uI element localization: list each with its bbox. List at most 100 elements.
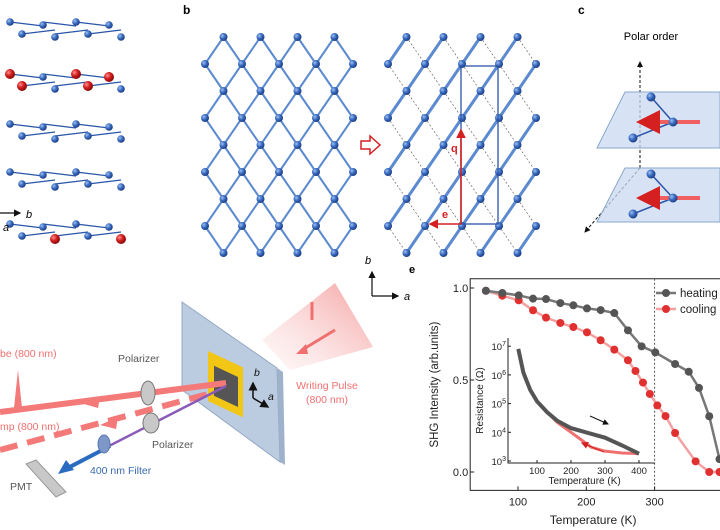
atom: [349, 114, 357, 122]
axis-label-a: a: [3, 222, 9, 234]
atom: [402, 249, 411, 257]
data-point-cooling: [638, 378, 647, 387]
axis-label-b: b: [254, 367, 260, 379]
inset-x-axis-label: Temperature (K): [548, 476, 620, 487]
data-point-heating: [671, 359, 680, 368]
atom: [349, 60, 357, 68]
bond: [423, 198, 445, 227]
atom: [50, 234, 60, 244]
bond: [461, 225, 481, 254]
atom: [384, 114, 392, 122]
data-point-heating: [715, 455, 720, 464]
bond: [278, 171, 299, 200]
bond: [315, 171, 336, 200]
bond: [461, 117, 481, 146]
panel-letter-b: b: [183, 3, 190, 17]
atom: [458, 114, 466, 122]
bond: [222, 225, 243, 254]
data-point-heating: [542, 295, 551, 304]
bond: [204, 63, 225, 92]
atom: [51, 85, 59, 93]
atom: [439, 249, 448, 257]
bond: [405, 171, 427, 200]
atom: [495, 114, 503, 122]
inset-x-tick-label: 100: [529, 466, 545, 477]
bond: [424, 225, 444, 254]
bond: [296, 198, 317, 227]
bond: [222, 36, 243, 65]
atom: [330, 33, 339, 41]
bond: [9, 21, 44, 27]
bond: [54, 179, 89, 185]
bond: [222, 171, 243, 200]
atom: [84, 132, 92, 140]
data-point-heating: [569, 301, 578, 310]
bond: [315, 90, 336, 119]
inset-y-tick-label: 103: [492, 456, 507, 468]
atom: [532, 168, 540, 176]
atom: [293, 33, 302, 41]
atom: [402, 87, 411, 95]
data-point-heating: [684, 367, 693, 376]
atom: [275, 60, 283, 68]
bond: [42, 21, 77, 27]
bond: [315, 144, 336, 173]
bond: [387, 63, 407, 92]
bond: [386, 144, 408, 173]
atom: [105, 21, 113, 29]
inset-frame: [507, 338, 655, 464]
vector-q-label: q: [451, 143, 458, 155]
bond: [498, 117, 518, 146]
data-point-heating: [637, 342, 646, 351]
legend-marker-cooling: [662, 305, 670, 313]
x-tick-label: 100: [509, 496, 527, 508]
bond: [479, 63, 501, 92]
atom: [275, 168, 283, 176]
bond: [423, 36, 445, 65]
bond: [442, 63, 464, 92]
atom: [384, 222, 392, 230]
atom: [458, 60, 466, 68]
atom: [72, 18, 80, 26]
atom: [495, 60, 503, 68]
y-tick-label: 0.5: [453, 375, 468, 387]
atom: [51, 33, 59, 41]
data-point-heating: [651, 348, 660, 357]
bond: [442, 171, 464, 200]
filter-label: 400 nm Filter: [90, 465, 152, 477]
polarizer-2-icon: [142, 412, 160, 434]
atom: [476, 249, 485, 257]
atom: [275, 222, 283, 230]
bond: [443, 144, 463, 173]
data-point-cooling: [569, 323, 578, 332]
bond: [204, 144, 225, 173]
bond: [222, 198, 243, 227]
data-point-heating: [514, 291, 523, 300]
bond: [259, 225, 280, 254]
bond: [516, 171, 538, 200]
atom: [439, 33, 448, 41]
bond: [479, 117, 501, 146]
axis-label-b: b: [26, 209, 32, 221]
data-point-cooling: [645, 389, 654, 398]
atom: [384, 60, 392, 68]
atom: [72, 220, 80, 228]
data-point-heating: [556, 299, 565, 308]
atom: [219, 33, 228, 41]
atom: [476, 33, 485, 41]
atom: [105, 223, 113, 231]
bond: [87, 81, 122, 87]
bond: [443, 90, 463, 119]
atom: [476, 141, 485, 149]
inset-y-tick-label: 104: [492, 427, 507, 439]
atom: [18, 30, 26, 38]
atom: [349, 222, 357, 230]
bond: [460, 198, 482, 227]
bond: [9, 223, 44, 229]
atom: [330, 249, 339, 257]
atom: [201, 60, 209, 68]
bond: [87, 29, 122, 35]
bond: [405, 63, 427, 92]
bond: [498, 225, 518, 254]
atom: [421, 60, 429, 68]
